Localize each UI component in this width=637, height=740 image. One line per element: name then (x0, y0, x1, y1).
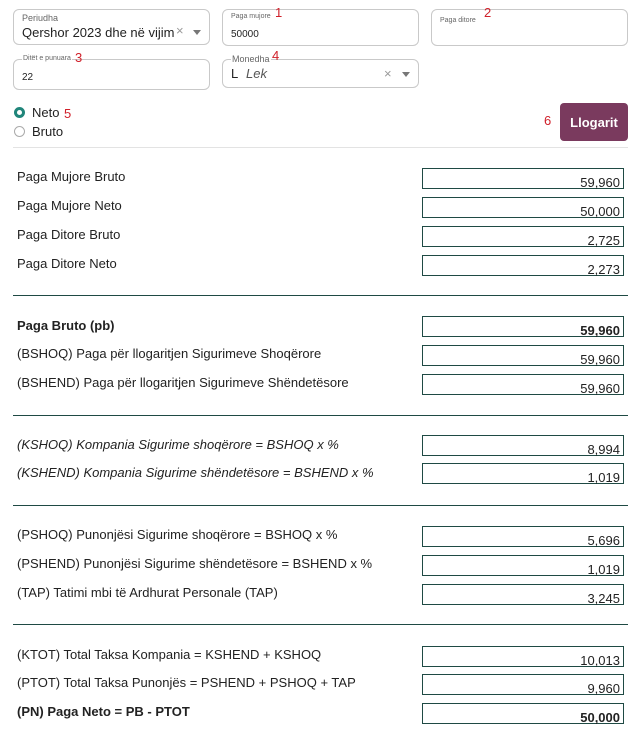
monthly-salary-input[interactable]: 50000 (231, 29, 259, 40)
bruto-radio[interactable] (14, 126, 25, 137)
company-value: 1,019 (422, 463, 624, 485)
gross-value: 59,960 (422, 345, 624, 367)
monthly-salary-field[interactable]: Paga mujore 50000 (222, 9, 419, 46)
totals-label: (PN) Paga Neto = PB - PTOT (17, 704, 190, 719)
employee-label: (PSHOQ) Punonjësi Sigurime shoqërore = B… (17, 527, 338, 542)
currency-value: Lek (246, 66, 267, 81)
summary-label: Paga Mujore Neto (17, 198, 122, 213)
summary-label: Paga Ditore Neto (17, 256, 117, 271)
neto-radio[interactable] (14, 107, 25, 118)
company-label: (KSHEND) Kompania Sigurime shëndetësore … (17, 465, 374, 480)
employee-value: 5,696 (422, 526, 624, 548)
marker-4: 4 (272, 48, 280, 63)
period-label: Periudha (22, 13, 59, 23)
summary-value: 50,000 (422, 197, 624, 219)
period-chevron-down-icon[interactable] (193, 30, 201, 35)
employee-label: (TAP) Tatimi mbi të Ardhurat Personale (… (17, 585, 278, 600)
company-label: (KSHOQ) Kompania Sigurime shoqërore = BS… (17, 437, 339, 452)
gross-value: 59,960 (422, 316, 624, 338)
section-divider (13, 505, 628, 506)
period-clear-icon[interactable]: × (176, 23, 184, 38)
top-divider (13, 147, 628, 148)
employee-label: (PSHEND) Punonjësi Sigurime shëndetësore… (17, 556, 373, 571)
section-divider (13, 624, 628, 625)
calculate-button[interactable]: Llogarit (560, 103, 628, 141)
period-value: Qershor 2023 dhe në vijim (22, 25, 175, 40)
gross-label: (BSHOQ) Paga për llogaritjen Sigurimeve … (17, 346, 322, 361)
totals-label: (PTOT) Total Taksa Punonjës = PSHEND + P… (17, 675, 356, 690)
company-value: 8,994 (422, 435, 624, 457)
neto-label[interactable]: Neto (32, 105, 60, 120)
worked-days-field[interactable]: Ditët e punuara 22 (13, 55, 210, 90)
employee-value: 3,245 (422, 584, 624, 606)
gross-label: (BSHEND) Paga për llogaritjen Sigurimeve… (17, 375, 349, 390)
bruto-label[interactable]: Bruto (32, 124, 64, 139)
monthly-salary-label: Paga mujore (231, 13, 271, 20)
marker-1: 1 (275, 5, 283, 20)
daily-salary-label: Paga ditore (440, 17, 476, 24)
summary-label: Paga Ditore Bruto (17, 227, 121, 242)
daily-salary-field[interactable]: Paga ditore (431, 9, 628, 46)
employee-value: 1,019 (422, 555, 624, 577)
marker-3: 3 (75, 50, 83, 65)
worked-days-label: Ditët e punuara (22, 55, 72, 62)
gross-value: 59,960 (422, 374, 624, 396)
totals-value: 9,960 (422, 674, 624, 696)
marker-6: 6 (544, 113, 552, 128)
totals-value: 10,013 (422, 646, 624, 668)
totals-value: 50,000 (422, 703, 624, 725)
marker-5: 5 (64, 106, 72, 121)
worked-days-input[interactable]: 22 (22, 72, 34, 83)
currency-clear-icon[interactable]: × (384, 66, 392, 81)
currency-chevron-down-icon[interactable] (402, 72, 410, 77)
summary-value: 2,273 (422, 255, 624, 277)
currency-select[interactable]: Monedha L Lek × (222, 54, 419, 88)
marker-2: 2 (484, 5, 492, 20)
section-divider (13, 295, 628, 296)
summary-value: 2,725 (422, 226, 624, 248)
period-select[interactable]: Periudha Qershor 2023 dhe në vijim × (13, 9, 210, 45)
section-divider (13, 415, 628, 416)
summary-value: 59,960 (422, 168, 624, 190)
currency-symbol: L (231, 66, 239, 81)
summary-label: Paga Mujore Bruto (17, 169, 126, 184)
totals-label: (KTOT) Total Taksa Kompania = KSHEND + K… (17, 647, 322, 662)
currency-label: Monedha (231, 54, 271, 64)
gross-label: Paga Bruto (pb) (17, 318, 115, 333)
